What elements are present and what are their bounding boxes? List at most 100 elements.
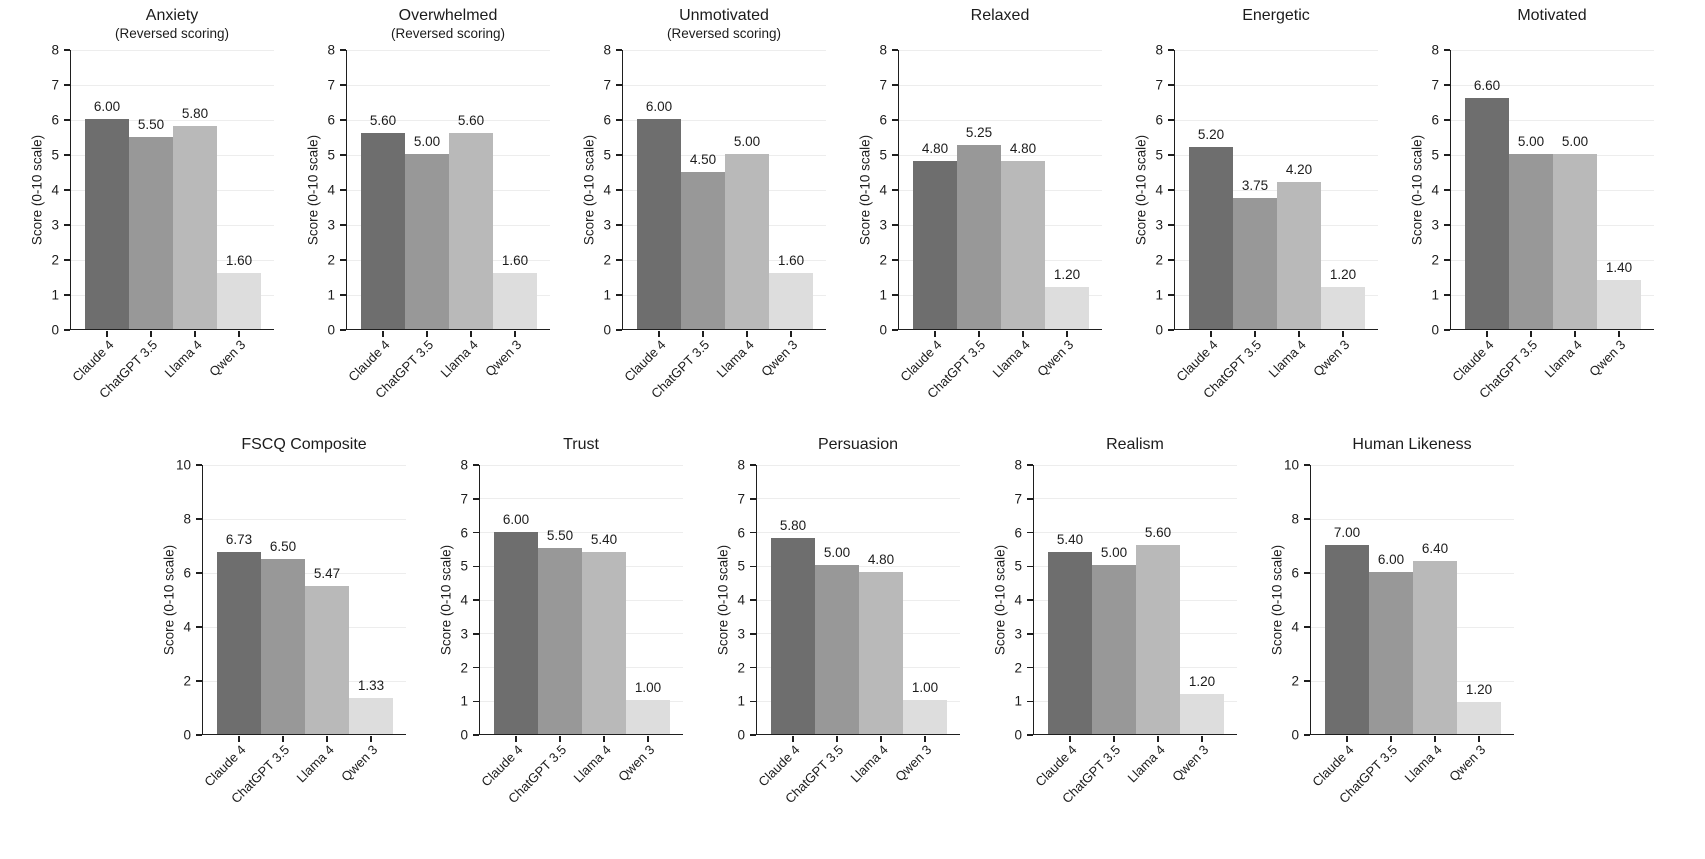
chart-title-block: Relaxed	[898, 6, 1102, 50]
y-tick-label: 8	[603, 42, 611, 58]
y-tick-label: 5	[1014, 558, 1022, 574]
y-tick-mark	[473, 464, 479, 466]
x-tick-mark	[150, 331, 152, 337]
y-tick-mark	[1168, 329, 1174, 331]
y-tick-label: 4	[1014, 592, 1022, 608]
y-axis-label-text: Score (0-10 scale)	[1269, 544, 1285, 656]
chart-title: Realism	[1106, 436, 1164, 453]
y-tick-label: 7	[1014, 491, 1022, 507]
x-tick-mark	[1486, 331, 1488, 337]
y-tick-mark	[750, 633, 756, 635]
bar-value-label: 5.80	[779, 518, 807, 534]
y-tick-mark	[1304, 518, 1310, 520]
x-category-label: Qwen 3	[1586, 337, 1629, 380]
chart-title: Overwhelmed	[398, 7, 498, 24]
y-tick-mark	[616, 189, 622, 191]
x-axis-labels: Claude 4 ChatGPT 3.5 Llama 4 Qwen 3	[1449, 330, 1654, 418]
y-tick-mark	[1027, 633, 1033, 635]
y-tick-mark	[64, 294, 70, 296]
gridline	[623, 84, 826, 86]
y-tick-mark	[340, 259, 346, 261]
y-tick-mark	[892, 49, 898, 51]
plot-area: Score (0-10 scale) 0 1 2 3 4 5 6 7 8 5.40 5.00 5.60 1…	[993, 458, 1237, 743]
chart-title-block: Trust	[479, 435, 683, 465]
bar-chatgpt-3-5	[815, 565, 859, 734]
y-tick-label: 1	[1155, 287, 1163, 303]
y-tick-mark	[1168, 294, 1174, 296]
y-tick-mark	[196, 518, 202, 520]
y-tick-label: 8	[460, 457, 468, 473]
y-tick-mark	[473, 498, 479, 500]
plot-area: Score (0-10 scale) 0 1 2 3 4 5 6 7 8 4.80 5.25 4.80 1…	[858, 43, 1102, 338]
bar-value-label: 5.00	[1517, 134, 1545, 149]
chart-title-block: Realism	[1033, 435, 1237, 465]
chart-relaxed: Relaxed Score (0-10 scale) 0 1 2 3 4 5 6 7 8 4.80 5.…	[836, 6, 1112, 418]
plot-area: Score (0-10 scale) 0 1 2 3 4 5 6 7 8 5.80 5.00 4.80 1…	[716, 458, 960, 743]
bar-value-label: 4.50	[689, 151, 717, 167]
gridline	[480, 464, 683, 466]
bar-chatgpt-3-5	[957, 145, 1001, 329]
y-tick-mark	[1168, 154, 1174, 156]
y-tick-label: 2	[51, 252, 59, 268]
x-category-label: Llama 4	[161, 337, 205, 381]
y-tick-label: 3	[51, 217, 59, 233]
x-axis-labels: Claude 4 ChatGPT 3.5 Llama 4 Qwen 3	[621, 330, 826, 418]
y-tick-label: 0	[51, 322, 59, 338]
y-tick-mark	[64, 259, 70, 261]
bar-claude-4	[913, 161, 957, 329]
gridline	[623, 49, 826, 51]
chart-energetic: Energetic Score (0-10 scale) 0 1 2 3 4 5 6 7 8 5.20…	[1112, 6, 1388, 418]
gridline	[899, 84, 1102, 86]
y-tick-label: 10	[1283, 457, 1299, 473]
y-tick-mark	[1304, 680, 1310, 682]
bar-qwen-3	[1597, 280, 1641, 329]
y-tick-mark	[1168, 49, 1174, 51]
y-tick-mark	[64, 119, 70, 121]
x-tick-mark	[1530, 331, 1532, 337]
y-tick-label: 4	[51, 182, 59, 198]
y-tick-mark	[64, 154, 70, 156]
y-tick-mark	[1444, 224, 1450, 226]
plot-area: Score (0-10 scale) 0 1 2 3 4 5 6 7 8 6.00 5.50 5.40 1…	[439, 458, 683, 743]
y-tick-mark	[750, 531, 756, 534]
y-tick-mark	[616, 119, 622, 121]
y-tick-label: 6	[1014, 525, 1022, 540]
bar-claude-4	[85, 119, 129, 329]
y-tick-mark	[1168, 189, 1174, 191]
gridline	[347, 49, 550, 51]
bar-chatgpt-3-5	[681, 171, 725, 329]
y-tick-mark	[1444, 294, 1450, 296]
gridline	[899, 49, 1102, 51]
chart-row-top: Anxiety (Reversed scoring) Score (0-10 sca…	[0, 0, 1705, 418]
x-axis-labels: Claude 4 ChatGPT 3.5 Llama 4 Qwen 3	[1309, 735, 1514, 821]
chart-title: Trust	[563, 436, 599, 453]
y-tick-label: 8	[879, 42, 887, 58]
bar-value-label: 5.60	[369, 113, 397, 128]
bar-value-label: 5.40	[1056, 531, 1084, 547]
y-tick-mark	[473, 700, 479, 702]
x-tick-mark	[1618, 331, 1620, 337]
bar-claude-4	[361, 133, 405, 329]
y-tick-mark	[340, 154, 346, 156]
y-tick-mark	[1444, 84, 1450, 86]
y-tick-label: 6	[460, 525, 468, 540]
y-tick-mark	[196, 572, 202, 574]
gridline	[623, 154, 826, 156]
y-tick-label: 3	[603, 217, 611, 233]
y-tick-label: 2	[1431, 252, 1439, 268]
x-tick-mark	[326, 736, 328, 742]
chart-title: Human Likeness	[1352, 436, 1472, 453]
bar-value-label: 1.33	[357, 678, 385, 694]
bar-value-label: 5.20	[1197, 127, 1225, 142]
y-tick-label: 2	[183, 673, 191, 689]
bar-qwen-3	[903, 700, 947, 734]
y-tick-label: 3	[737, 626, 745, 642]
x-axis-labels: Claude 4 ChatGPT 3.5 Llama 4 Qwen 3	[755, 735, 960, 821]
y-tick-label: 1	[1431, 287, 1439, 303]
x-tick-mark	[1478, 736, 1480, 742]
bar-value-label: 6.00	[93, 99, 121, 114]
y-tick-mark	[473, 633, 479, 635]
x-category-label: Qwen 3	[206, 337, 249, 380]
x-tick-mark	[1210, 331, 1212, 337]
bar-value-label: 6.00	[502, 511, 530, 527]
